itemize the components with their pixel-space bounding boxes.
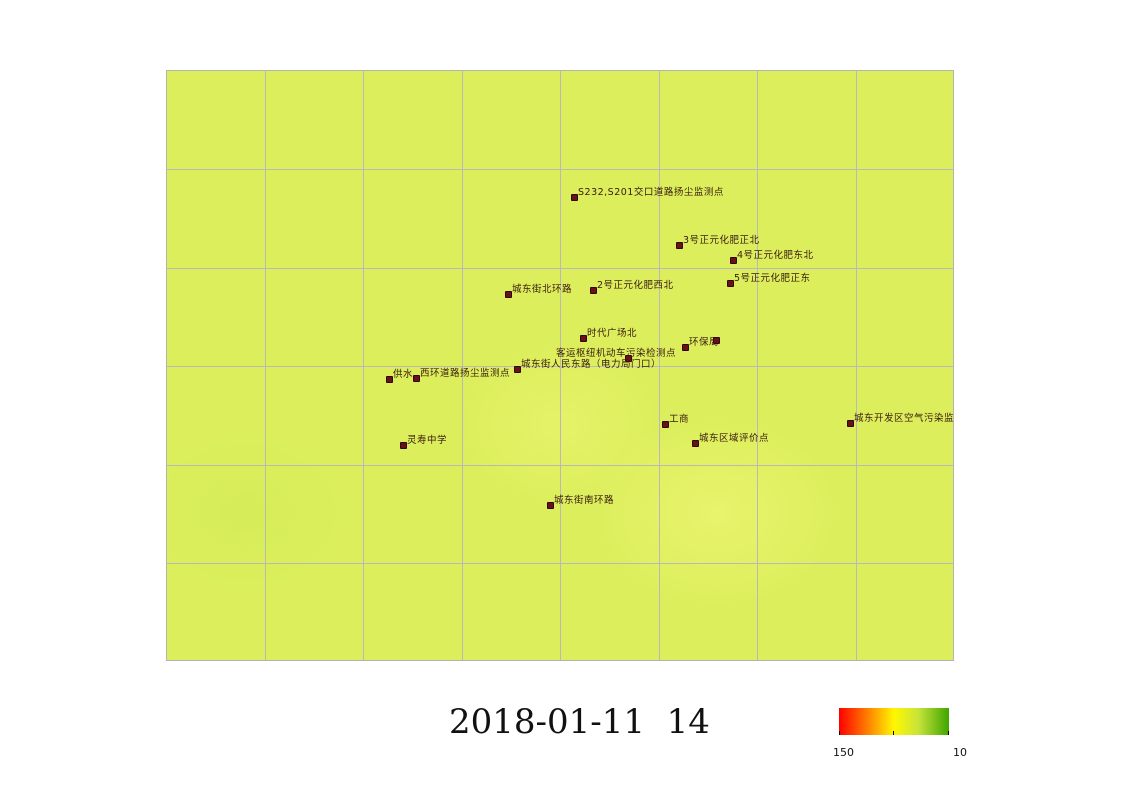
color-scale-min-label: 10 <box>953 746 967 759</box>
station-dot[interactable] <box>547 502 554 509</box>
station-dot[interactable] <box>571 194 578 201</box>
station-dot[interactable] <box>386 376 393 383</box>
station-label: 灵寿中学 <box>407 435 448 446</box>
station-label: 2号正元化肥西北 <box>597 280 674 291</box>
grid-line <box>757 71 758 660</box>
station-label: 西环道路扬尘监测点 <box>420 368 511 379</box>
station-label: 4号正元化肥东北 <box>737 250 814 261</box>
station-dot[interactable] <box>662 421 669 428</box>
grid-line <box>363 71 364 660</box>
station-label: 城东区域评价点 <box>699 433 770 444</box>
station-label: 城东开发区空气污染监测点 <box>854 413 954 424</box>
station-label: 供水 <box>393 369 414 380</box>
grid-line <box>265 71 266 660</box>
station-dot[interactable] <box>847 420 854 427</box>
grid-line <box>167 169 953 170</box>
color-scale-tick <box>948 731 949 735</box>
station-label: S232,S201交口道路扬尘监测点 <box>578 187 724 198</box>
station-dot[interactable] <box>505 291 512 298</box>
grid-line <box>856 71 857 660</box>
station-label: 环保局 <box>689 337 720 348</box>
station-dot[interactable] <box>730 257 737 264</box>
station-label: 城东街人民东路（电力局门口） <box>521 359 662 370</box>
station-dot[interactable] <box>514 366 521 373</box>
station-dot[interactable] <box>413 375 420 382</box>
station-label: 客运枢纽机动车污染检测点 <box>556 348 677 359</box>
station-dot[interactable] <box>676 242 683 249</box>
map-timestamp: 2018-01-11 14 <box>449 702 710 742</box>
color-scale-tick <box>839 731 840 735</box>
grid-line <box>659 71 660 660</box>
color-scale-max-label: 150 <box>833 746 854 759</box>
color-scale-legend <box>839 708 949 735</box>
interpolation-map: S232,S201交口道路扬尘监测点 3号正元化肥正北 4号正元化肥东北 5号正… <box>166 70 954 661</box>
station-dot[interactable] <box>727 280 734 287</box>
station-label: 5号正元化肥正东 <box>734 273 811 284</box>
grid-line <box>167 268 953 269</box>
station-label: 3号正元化肥正北 <box>683 235 760 246</box>
station-dot[interactable] <box>713 337 720 344</box>
grid-line <box>167 366 953 367</box>
grid-line <box>462 71 463 660</box>
station-label: 城东街南环路 <box>554 495 615 506</box>
station-label: 工商 <box>669 414 690 425</box>
station-dot[interactable] <box>580 335 587 342</box>
station-dot[interactable] <box>692 440 699 447</box>
grid-line <box>167 465 953 466</box>
color-scale-tick <box>893 731 894 735</box>
station-label: 城东街北环路 <box>512 284 573 295</box>
station-dot[interactable] <box>682 344 689 351</box>
station-label: 时代广场北 <box>587 328 638 339</box>
grid-line <box>560 71 561 660</box>
station-dot[interactable] <box>590 287 597 294</box>
station-dot[interactable] <box>625 355 632 362</box>
grid-line <box>167 563 953 564</box>
station-dot[interactable] <box>400 442 407 449</box>
